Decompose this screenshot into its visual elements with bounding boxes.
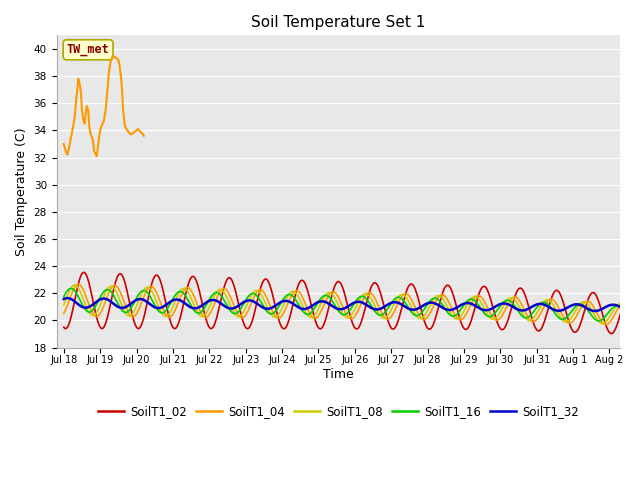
Y-axis label: Soil Temperature (C): Soil Temperature (C) (15, 127, 28, 256)
Legend: SoilT1_02, SoilT1_04, SoilT1_08, SoilT1_16, SoilT1_32: SoilT1_02, SoilT1_04, SoilT1_08, SoilT1_… (93, 400, 584, 423)
X-axis label: Time: Time (323, 368, 354, 381)
Title: Soil Temperature Set 1: Soil Temperature Set 1 (252, 15, 426, 30)
Text: TW_met: TW_met (67, 43, 109, 56)
